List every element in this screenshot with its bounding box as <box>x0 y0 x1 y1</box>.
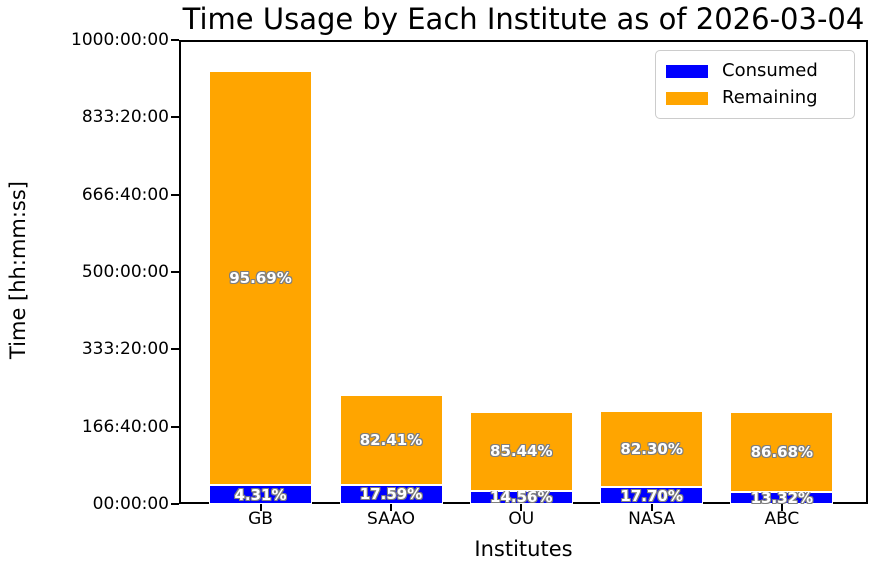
y-tick-label: 166:40:00 <box>81 416 169 437</box>
remaining-percent-label: 85.44% <box>490 442 553 461</box>
x-tick-mark <box>390 504 392 511</box>
x-axis-label: Institutes <box>474 537 573 561</box>
y-tick-label: 500:00:00 <box>81 262 169 282</box>
y-tick-label: 666:40:00 <box>81 184 169 205</box>
x-tick-label-abc: ABC <box>764 509 800 529</box>
legend-swatch-consumed <box>666 64 708 78</box>
remaining-percent-label: 82.41% <box>359 430 423 449</box>
legend-label: Consumed <box>722 60 818 81</box>
y-tick-label: 833:20:00 <box>81 107 169 128</box>
bar-remaining-abc: 86.68% <box>730 412 834 492</box>
bar-consumed-saao: 17.59% <box>339 484 443 504</box>
remaining-percent-label: 95.69% <box>229 268 292 287</box>
x-tick-label-saao: SAAO <box>367 509 415 529</box>
legend-item-consumed: Consumed <box>666 62 844 80</box>
plot-area: 4.31% 95.69% 17.59% 82.41% 14.56% 85.44% 17.70… <box>179 40 868 507</box>
consumed-percent-label: 17.59% <box>359 485 423 504</box>
bar-remaining-saao: 82.41% <box>339 394 443 485</box>
y-tick-mark <box>171 503 179 505</box>
x-tick-label-gb: GB <box>248 509 273 529</box>
consumed-percent-label: 4.31% <box>234 485 287 504</box>
x-tick-mark <box>650 504 653 511</box>
x-tick-label-ou: OU <box>508 509 535 529</box>
x-tick-label-nasa: NASA <box>628 509 676 529</box>
y-tick-label: 00:00:00 <box>92 494 169 514</box>
y-tick-mark <box>171 348 179 351</box>
y-tick-label: 333:20:00 <box>81 339 169 360</box>
legend-swatch-remaining <box>666 91 708 105</box>
y-tick-mark <box>171 193 179 196</box>
bar-remaining-gb: 95.69% <box>209 70 312 486</box>
remaining-percent-label: 82.30% <box>620 440 683 459</box>
x-tick-mark <box>780 504 783 511</box>
chart-title: Time Usage by Each Institute as of 2026-… <box>182 2 865 36</box>
consumed-percent-label: 13.32% <box>750 488 814 507</box>
bar-consumed-abc: 13.32% <box>730 488 834 507</box>
consumed-percent-label: 17.70% <box>620 486 683 505</box>
bar-remaining-ou: 85.44% <box>469 411 573 491</box>
x-tick-mark <box>259 504 262 511</box>
legend-label: Remaining <box>722 87 818 108</box>
y-tick-mark <box>171 271 179 273</box>
bar-remaining-nasa: 82.30% <box>600 410 704 488</box>
y-tick-mark <box>171 116 179 119</box>
y-tick-mark <box>171 39 179 41</box>
legend-item-remaining: Remaining <box>666 89 844 107</box>
consumed-percent-label: 14.56% <box>490 488 553 507</box>
remaining-percent-label: 86.68% <box>750 442 814 461</box>
bar-consumed-gb: 4.31% <box>209 485 312 504</box>
bar-consumed-nasa: 17.70% <box>600 486 704 505</box>
y-tick-label: 1000:00:00 <box>71 30 169 50</box>
y-tick-mark <box>171 425 179 428</box>
bar-consumed-ou: 14.56% <box>469 488 573 507</box>
x-tick-mark <box>520 504 523 511</box>
legend: Consumed Remaining <box>655 50 855 119</box>
